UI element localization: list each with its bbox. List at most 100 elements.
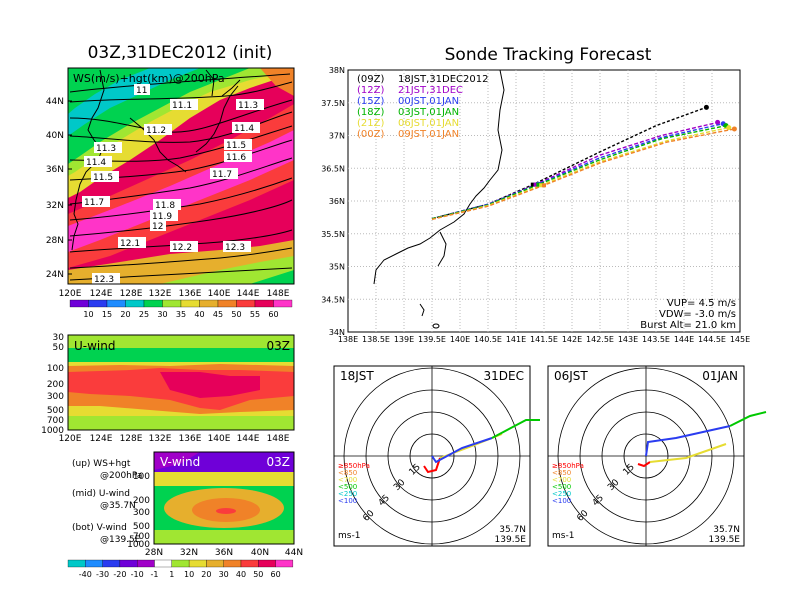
contour-label: 11.4	[234, 124, 254, 134]
landing-point	[703, 104, 709, 110]
legend-launch-time: (12Z)	[357, 85, 384, 96]
contour-label: 12	[152, 222, 163, 232]
xtick-label: 124E	[90, 434, 113, 444]
colorbar-label: 40	[236, 570, 246, 579]
xtick-label: 144E	[674, 335, 694, 344]
hodo-trace	[423, 457, 441, 474]
contour-label-bg	[94, 142, 122, 153]
hodo-date: 01JAN	[702, 369, 738, 383]
contour-label: 11.6	[226, 153, 246, 163]
contour-label: 11.3	[238, 101, 258, 111]
contour-label: 11.7	[84, 198, 104, 208]
legend-launch-date: 06JST,01JAN	[398, 118, 459, 129]
contour-label-bg	[144, 124, 172, 135]
colorbar-label: 10	[184, 570, 194, 579]
colorbar-swatch	[88, 299, 108, 308]
contour-label-bg	[170, 241, 198, 252]
ytick-label: 36.5N	[321, 164, 345, 173]
landing-point	[715, 119, 721, 125]
burst-point	[542, 183, 546, 188]
vwind-time: 03Z	[267, 455, 291, 469]
ytick-label: 34.5N	[321, 295, 345, 304]
colorbar-swatch	[240, 559, 259, 568]
contour-label-bg	[134, 84, 150, 95]
xtick-label: 44N	[285, 548, 303, 558]
ytick-label: 34N	[329, 328, 345, 337]
ytick-label: 37.5N	[321, 99, 345, 108]
colorbar-swatch	[69, 299, 89, 308]
colorbar-swatch	[275, 559, 294, 568]
ytick-label: 36N	[329, 197, 345, 206]
landing-point	[731, 126, 737, 132]
contour-label-bg	[91, 171, 119, 182]
tracking-map: (09Z) 18JST,31DEC2012 (12Z) 21JST,31DEC (15Z…	[321, 66, 750, 344]
colorbar-swatch	[106, 299, 126, 308]
contour-label-bg	[150, 210, 178, 221]
contour-label: 11.1	[172, 101, 192, 111]
xtick-label: 141.5E	[530, 335, 558, 344]
xtick-label: 132E	[149, 289, 172, 299]
colorbar-label: 20	[120, 310, 130, 319]
xtick-label: 139E	[394, 335, 414, 344]
ytick-label: 700	[133, 532, 150, 542]
colorbar-label: -20	[113, 570, 126, 579]
xtick-label: 140E	[208, 289, 231, 299]
legend-note: (up) WS+hgt	[72, 459, 131, 469]
colorbar-swatch	[162, 299, 182, 308]
legend-launch-date: 00JST,01JAN	[398, 96, 459, 107]
colorbar-swatch	[119, 559, 138, 568]
contour-label: 11	[136, 86, 147, 96]
contour-label-bg	[170, 99, 198, 110]
xtick-label: 140E	[450, 335, 470, 344]
colorbar-label: 30	[219, 570, 229, 579]
contour-label: 11.5	[226, 141, 246, 151]
contour-label-bg	[232, 122, 260, 133]
hodo-level: <700	[552, 476, 571, 484]
colorbar-swatch	[206, 559, 224, 568]
colorbar-label: -40	[79, 570, 92, 579]
burst-point	[530, 182, 535, 187]
hodo-lat: 35.7N	[499, 525, 526, 535]
ytick-label: 50	[53, 343, 65, 353]
colorbar-label: -10	[131, 570, 144, 579]
contour-label-bg	[82, 196, 110, 207]
xtick-label: 120E	[59, 434, 82, 444]
hodo-level: ≥850hPa	[552, 462, 584, 470]
xtick-label: 148E	[267, 289, 290, 299]
burst-point	[533, 182, 538, 187]
burst-point	[536, 182, 541, 187]
ytick-label: 36N	[46, 165, 64, 175]
legend-note: @139.5E	[100, 535, 141, 545]
ytick-label: 1000	[127, 540, 150, 550]
left-title: 03Z,31DEC2012 (init)	[88, 43, 273, 63]
ytick-label: 30	[53, 333, 65, 343]
xtick-label: 145E	[730, 335, 750, 344]
contour-label-bg	[92, 273, 120, 284]
ytick-label: 200	[47, 380, 64, 390]
contour-label: 11.3	[96, 144, 116, 154]
xtick-label: 142.5E	[586, 335, 614, 344]
contour-label: 11.8	[155, 201, 175, 211]
param-text: Burst Alt= 21.0 km	[640, 320, 736, 331]
xtick-label: 128E	[120, 289, 143, 299]
colorbar-label: 35	[176, 310, 186, 319]
contour-label: 12.3	[94, 275, 114, 285]
hodo-lat: 35.7N	[713, 525, 740, 535]
contour-label-bg	[118, 237, 146, 248]
colorbar-swatch	[223, 559, 242, 568]
xtick-label: 141E	[506, 335, 526, 344]
xtick-label: 138.5E	[362, 335, 390, 344]
legend-launch-time: (15Z)	[357, 96, 384, 107]
hodo-level: <250	[552, 490, 571, 498]
burst-point	[539, 183, 544, 188]
hodo-level: <250	[338, 490, 357, 498]
hodo-trace	[645, 425, 731, 457]
ytick-label: 37N	[329, 132, 345, 141]
ws200-map: 11 11.1 11.3 11.2 11.4 11.3 11.5 11.4 11.6 11.5 11…	[46, 67, 295, 299]
colorbar-label: 40	[194, 310, 204, 319]
legend-launch-date: 18JST,31DEC2012	[398, 74, 488, 85]
colorbar-swatch	[125, 299, 145, 308]
hodo-level: <100	[338, 497, 357, 505]
